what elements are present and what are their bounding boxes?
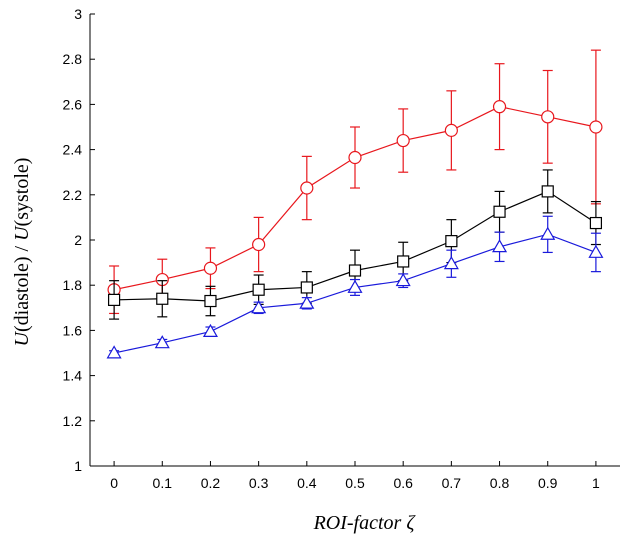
data-point-square [541, 185, 554, 198]
series-circle [107, 49, 603, 315]
y-tick-label: 2 [74, 232, 82, 248]
y-tick-label: 1.8 [63, 277, 83, 293]
x-tick-label: 0.9 [538, 475, 558, 491]
y-tick-label: 1.6 [63, 322, 83, 338]
data-point-circle [541, 110, 555, 124]
data-point-circle [300, 181, 314, 195]
y-tick-label: 1.2 [63, 413, 83, 429]
x-tick-label: 0.5 [345, 475, 365, 491]
y-tick-label: 2.2 [63, 187, 83, 203]
data-point-circle [203, 261, 218, 275]
data-point-triangle [202, 323, 218, 338]
series-triangle [106, 215, 604, 359]
data-point-square [445, 235, 458, 248]
data-point-circle [252, 237, 266, 252]
x-tick-label: 0.1 [153, 475, 173, 491]
data-point-triangle [443, 256, 459, 270]
data-point-square [300, 281, 313, 294]
series-square [107, 169, 603, 320]
data-point-triangle [395, 272, 411, 287]
data-point-circle [396, 133, 410, 148]
x-tick-label: 0.6 [393, 475, 413, 491]
y-ticks: 1 1.2 1.4 1.6 1.8 2 2.2 2.4 2.6 2.8 3 [63, 6, 95, 474]
data-point-square [107, 293, 121, 306]
x-tick-label: 0.7 [442, 475, 462, 491]
data-point-triangle [492, 239, 508, 253]
x-ticks: 0 0.1 0.2 0.3 0.4 0.5 0.6 0.7 0.8 0.9 1 [110, 461, 600, 491]
y-tick-label: 2.8 [63, 51, 83, 67]
x-tick-label: 0.3 [249, 475, 269, 491]
data-point-triangle [540, 226, 556, 240]
x-tick-label: 1 [592, 475, 600, 491]
data-point-triangle [154, 335, 170, 349]
series-layer [106, 49, 604, 359]
data-point-circle [589, 120, 603, 134]
y-tick-label: 1 [74, 458, 82, 474]
x-tick-label: 0.4 [297, 475, 317, 491]
x-tick-label: 0 [110, 475, 118, 491]
x-axis-title: ROI-factor ζ [313, 512, 417, 534]
data-point-circle [444, 123, 458, 137]
data-point-triangle [251, 300, 267, 314]
data-point-circle [492, 100, 507, 114]
y-tick-label: 3 [74, 6, 82, 22]
data-point-square [348, 264, 362, 277]
data-point-triangle [588, 244, 604, 258]
axes [89, 14, 620, 467]
y-tick-label: 2.4 [63, 142, 83, 158]
y-tick-label: 2.6 [63, 96, 83, 112]
data-point-circle [348, 150, 362, 165]
data-point-square [204, 294, 217, 308]
data-point-triangle [106, 345, 122, 359]
data-point-square [397, 255, 410, 268]
data-point-square [493, 205, 506, 218]
x-tick-label: 0.2 [201, 475, 221, 491]
data-point-triangle [347, 279, 363, 293]
data-point-square [156, 292, 169, 305]
x-tick-label: 0.8 [490, 475, 510, 491]
data-point-square [252, 283, 265, 296]
data-point-triangle [299, 295, 315, 309]
data-point-square [589, 216, 603, 230]
y-tick-label: 1.4 [63, 368, 83, 384]
y-axis-title: U(diastole) / U(systole) [11, 158, 33, 347]
